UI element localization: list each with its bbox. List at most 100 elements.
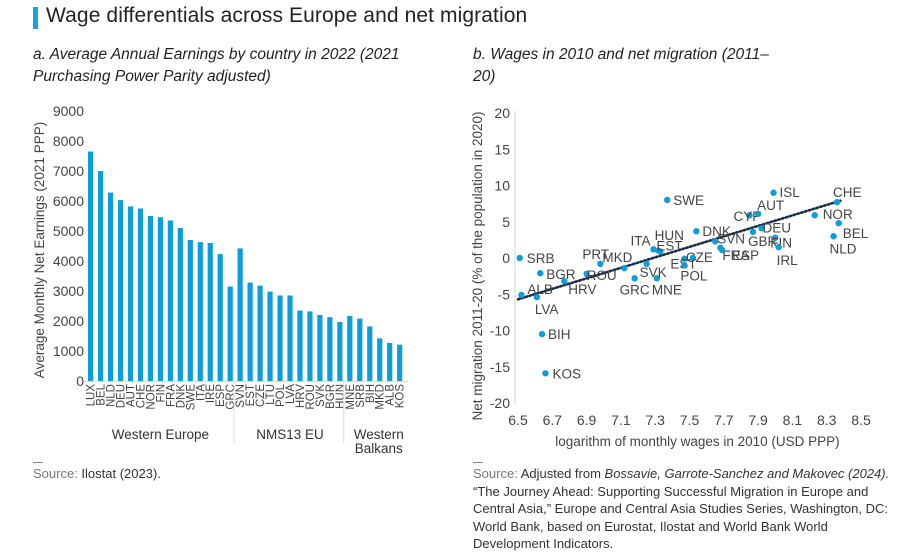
x-tick-label: NOR bbox=[145, 384, 157, 410]
x-tick-label: 6.9 bbox=[577, 412, 597, 428]
x-tick-label: LVA bbox=[285, 384, 297, 404]
point-che bbox=[833, 198, 841, 206]
point-label: MNE bbox=[652, 282, 682, 297]
x-tick-label: 7.3 bbox=[645, 412, 665, 428]
point-kos bbox=[542, 370, 549, 377]
x-tick-label: IRE bbox=[205, 384, 217, 404]
x-tick-label: BEL bbox=[96, 383, 108, 405]
x-tick-label: NLD bbox=[106, 384, 118, 407]
x-tick-label: SRB bbox=[355, 384, 367, 408]
point-alb bbox=[518, 291, 525, 299]
bar-chart: Average Monthly Net Earnings (2021 PPP) 0… bbox=[32, 103, 409, 456]
x-axis-label: logarithm of monthly wages in 2010 (USD … bbox=[555, 434, 839, 449]
point-irl bbox=[775, 243, 782, 251]
x-tick-label: MKD bbox=[375, 384, 387, 410]
point-pol bbox=[681, 262, 688, 269]
bar-esp bbox=[217, 254, 223, 381]
y-axis-label: Average Monthly Net Earnings (2021 PPP) bbox=[32, 122, 47, 378]
point-aut bbox=[754, 210, 762, 217]
source-key: Source: bbox=[473, 466, 518, 481]
point-label: ESP bbox=[732, 248, 759, 263]
point-label: KOS bbox=[552, 366, 581, 381]
bar-swe bbox=[187, 240, 193, 381]
x-tick-label: SVN bbox=[235, 384, 247, 408]
x-tick-label: 8.1 bbox=[783, 412, 803, 428]
x-tick-label: AUT bbox=[125, 384, 137, 407]
point-label: HUN bbox=[655, 228, 684, 243]
bar-lux bbox=[88, 151, 94, 381]
x-tick-label: SWE bbox=[185, 384, 197, 411]
source-citation: Bossavie, Garrote-Sanchez and Makovec (2… bbox=[604, 466, 890, 481]
point-label: NLD bbox=[830, 241, 857, 256]
y-tick-label: 9000 bbox=[53, 103, 84, 119]
bar-mkd bbox=[377, 338, 383, 381]
point-label: GRC bbox=[620, 282, 650, 297]
bar-cze bbox=[257, 285, 263, 381]
y-tick-label: 7000 bbox=[53, 163, 84, 179]
x-tick-label: BIH bbox=[365, 384, 377, 403]
point-est bbox=[681, 255, 688, 262]
bar-ita bbox=[197, 242, 203, 381]
source-text: Ilostat (2023). bbox=[77, 466, 161, 481]
bar-alb bbox=[387, 342, 393, 381]
point-label: ISL bbox=[780, 185, 801, 200]
y-tick-label: 5000 bbox=[53, 223, 84, 239]
panel-a-subtitle: a. Average Annual Earnings by country in… bbox=[33, 46, 400, 85]
y-tick-label: 5 bbox=[502, 214, 510, 230]
point-cyp bbox=[746, 212, 753, 219]
y-tick-label: -15 bbox=[490, 359, 510, 375]
y-tick-label: 0 bbox=[502, 250, 510, 266]
y-tick-label: 8000 bbox=[53, 133, 84, 149]
group-label: Balkans bbox=[355, 441, 403, 456]
point-label: AUT bbox=[757, 198, 784, 213]
scatter-chart: Net migration 2011-20 (% of the populati… bbox=[470, 105, 871, 449]
point-bih bbox=[538, 330, 546, 338]
x-tick-label: 7.1 bbox=[611, 412, 631, 428]
point-esp bbox=[718, 246, 726, 254]
bar-nor bbox=[147, 216, 154, 381]
point-label: PRT bbox=[582, 247, 609, 262]
bar-est bbox=[247, 282, 253, 381]
point-label: SVK bbox=[640, 265, 667, 280]
trendline bbox=[516, 199, 842, 301]
point-label: SVN bbox=[717, 231, 745, 246]
x-tick-label: CHE bbox=[135, 384, 147, 409]
point-dnk bbox=[693, 227, 700, 235]
x-tick-label: FRA bbox=[165, 384, 177, 407]
source-divider-a bbox=[33, 462, 43, 463]
bar-pol bbox=[277, 295, 283, 381]
source-divider-b bbox=[473, 462, 483, 463]
point-rou bbox=[583, 270, 590, 278]
y-tick-label: -5 bbox=[498, 286, 511, 302]
x-tick-label: 7.9 bbox=[748, 412, 768, 428]
bar-aut bbox=[127, 206, 134, 381]
source-text: Adjusted from bbox=[517, 466, 605, 481]
point-bgr bbox=[537, 270, 544, 277]
x-tick-label: 6.7 bbox=[543, 412, 563, 428]
point-hrv bbox=[561, 278, 568, 285]
point-label: EST bbox=[656, 238, 682, 253]
y-tick-label: 3000 bbox=[53, 283, 84, 299]
bar-bel bbox=[97, 171, 104, 381]
x-tick-label: KOS bbox=[395, 384, 407, 409]
bar-deu bbox=[117, 200, 124, 381]
point-nor bbox=[811, 212, 818, 219]
bar-grc bbox=[227, 286, 233, 381]
y-tick-label: 4000 bbox=[53, 253, 84, 269]
point-ita bbox=[650, 246, 657, 253]
x-tick-label: SVK bbox=[315, 384, 327, 407]
x-tick-label: 8.3 bbox=[817, 412, 837, 428]
bar-bgr bbox=[327, 317, 333, 381]
point-label: BGR bbox=[546, 267, 576, 282]
point-cze bbox=[689, 254, 697, 262]
point-label: NOR bbox=[823, 207, 853, 222]
point-label: ITA bbox=[630, 233, 650, 248]
panel-b-source: Source: Adjusted from Bossavie, Garrote-… bbox=[473, 465, 893, 553]
x-tick-label: ALB bbox=[385, 384, 397, 406]
point-label: GBR bbox=[748, 234, 778, 249]
x-tick-label: HRV bbox=[295, 384, 307, 408]
point-swe bbox=[664, 196, 671, 204]
bar-bih bbox=[367, 326, 373, 381]
source-text-cont: “The Journey Ahead: Supporting Successfu… bbox=[473, 483, 889, 552]
